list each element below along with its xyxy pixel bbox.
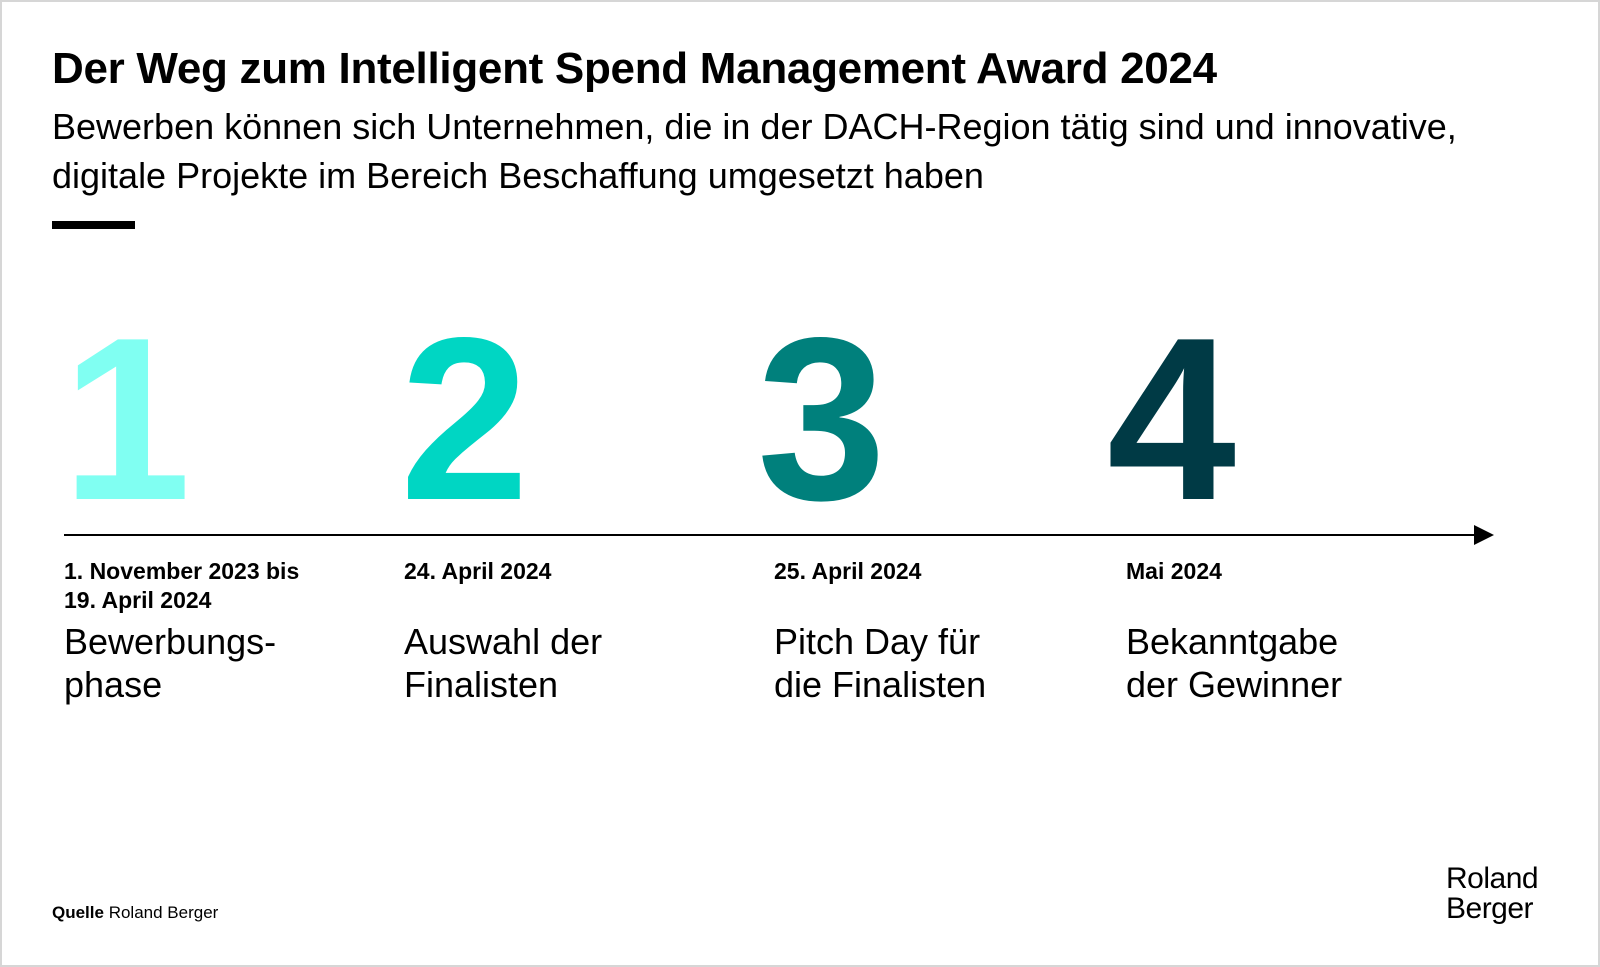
step-1-date-line1: 1. November 2023 bis — [64, 558, 300, 584]
page-subtitle: Bewerben können sich Unternehmen, die in… — [52, 106, 1457, 196]
step-1-label: Bewerbungs- phase — [64, 620, 384, 706]
logo-line1: Roland — [1446, 862, 1539, 895]
step-1-label-line2: phase — [64, 664, 163, 705]
step-1-date-line2: 19. April 2024 — [64, 587, 212, 613]
step-2-label-line2: Finalisten — [404, 664, 559, 705]
step-2-date: 24. April 2024 — [404, 557, 704, 586]
step-2-label-line1: Auswahl der — [404, 621, 603, 662]
arrowhead-icon — [1474, 525, 1494, 545]
page-title: Der Weg zum Intelligent Spend Management… — [52, 44, 1217, 93]
source-value: Roland Berger — [108, 903, 219, 922]
step-3-date: 25. April 2024 — [774, 557, 1074, 586]
step-4-label-line1: Bekanntgabe — [1126, 621, 1339, 662]
source-label: Quelle — [52, 903, 104, 922]
title-underline — [52, 221, 135, 229]
step-3-date-line1: 25. April 2024 — [774, 558, 922, 584]
step-1-label-line1: Bewerbungs- — [64, 621, 277, 662]
step-4-label: Bekanntgabe der Gewinner — [1126, 620, 1446, 706]
step-3-label-line2: die Finalisten — [774, 664, 987, 705]
roland-berger-logo: Roland Berger — [1446, 862, 1539, 925]
step-2-number: 2 — [400, 290, 529, 549]
step-2-date-line1: 24. April 2024 — [404, 558, 552, 584]
source-note: Quelle Roland Berger — [52, 902, 218, 924]
step-4-date: Mai 2024 — [1126, 557, 1426, 586]
step-4-number: 4 — [1107, 290, 1236, 549]
step-4-date-line1: Mai 2024 — [1126, 558, 1222, 584]
step-3-label: Pitch Day für die Finalisten — [774, 620, 1094, 706]
step-3-number: 3 — [757, 290, 886, 549]
step-4-label-line2: der Gewinner — [1126, 664, 1343, 705]
step-2-label: Auswahl der Finalisten — [404, 620, 724, 706]
logo-line2: Berger — [1446, 892, 1534, 925]
step-1-date: 1. November 2023 bis 19. April 2024 — [64, 557, 364, 615]
step-3-label-line1: Pitch Day für — [774, 621, 981, 662]
step-1-number: 1 — [62, 290, 191, 549]
